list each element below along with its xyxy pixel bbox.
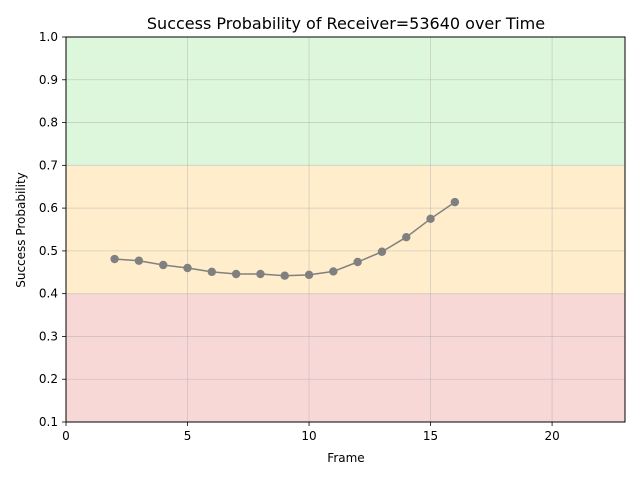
data-point — [207, 267, 217, 277]
data-point — [353, 257, 362, 267]
background-bands — [66, 37, 625, 422]
data-point — [183, 263, 192, 273]
y-axis-ticks: 0.1 0.2 0.3 0.4 0.5 0.6 0.7 0.8 0.9 1.0 — [39, 30, 66, 429]
x-tick-label: 10 — [301, 429, 316, 443]
band-0 — [66, 293, 625, 422]
data-point — [450, 197, 460, 207]
data-point — [304, 270, 314, 280]
y-tick-label: 0.8 — [39, 116, 58, 130]
band-2 — [66, 37, 625, 166]
data-point — [134, 256, 144, 265]
x-tick-label: 20 — [544, 429, 559, 443]
data-point — [329, 267, 338, 276]
y-tick-label: 0.5 — [39, 244, 58, 258]
data-point — [377, 247, 387, 256]
x-tick-label: 15 — [423, 429, 438, 443]
y-axis-label: Success Probability — [14, 172, 28, 288]
x-tick-label: 0 — [62, 429, 70, 443]
y-tick-label: 0.2 — [39, 372, 58, 386]
y-tick-label: 0.3 — [39, 329, 58, 343]
data-point — [110, 254, 119, 264]
y-tick-label: 1.0 — [39, 30, 58, 44]
data-point — [231, 269, 241, 279]
data-point — [426, 214, 435, 224]
y-tick-label: 0.6 — [39, 201, 58, 215]
y-tick-label: 0.1 — [39, 415, 58, 429]
x-tick-label: 5 — [184, 429, 192, 443]
x-axis-ticks: 0 5 10 15 20 — [62, 422, 560, 443]
x-axis-label: Frame — [327, 451, 364, 465]
chart-title: Success Probability of Receiver=53640 ov… — [147, 14, 545, 33]
data-point — [280, 271, 289, 280]
series-layer — [110, 197, 460, 280]
band-1 — [66, 165, 625, 294]
data-point — [256, 269, 265, 279]
y-tick-label: 0.4 — [39, 287, 58, 301]
data-point — [159, 260, 168, 270]
plot-frame — [65, 36, 626, 423]
y-tick-label: 0.7 — [39, 158, 58, 172]
y-tick-label: 0.9 — [39, 73, 58, 87]
data-point — [402, 233, 411, 242]
